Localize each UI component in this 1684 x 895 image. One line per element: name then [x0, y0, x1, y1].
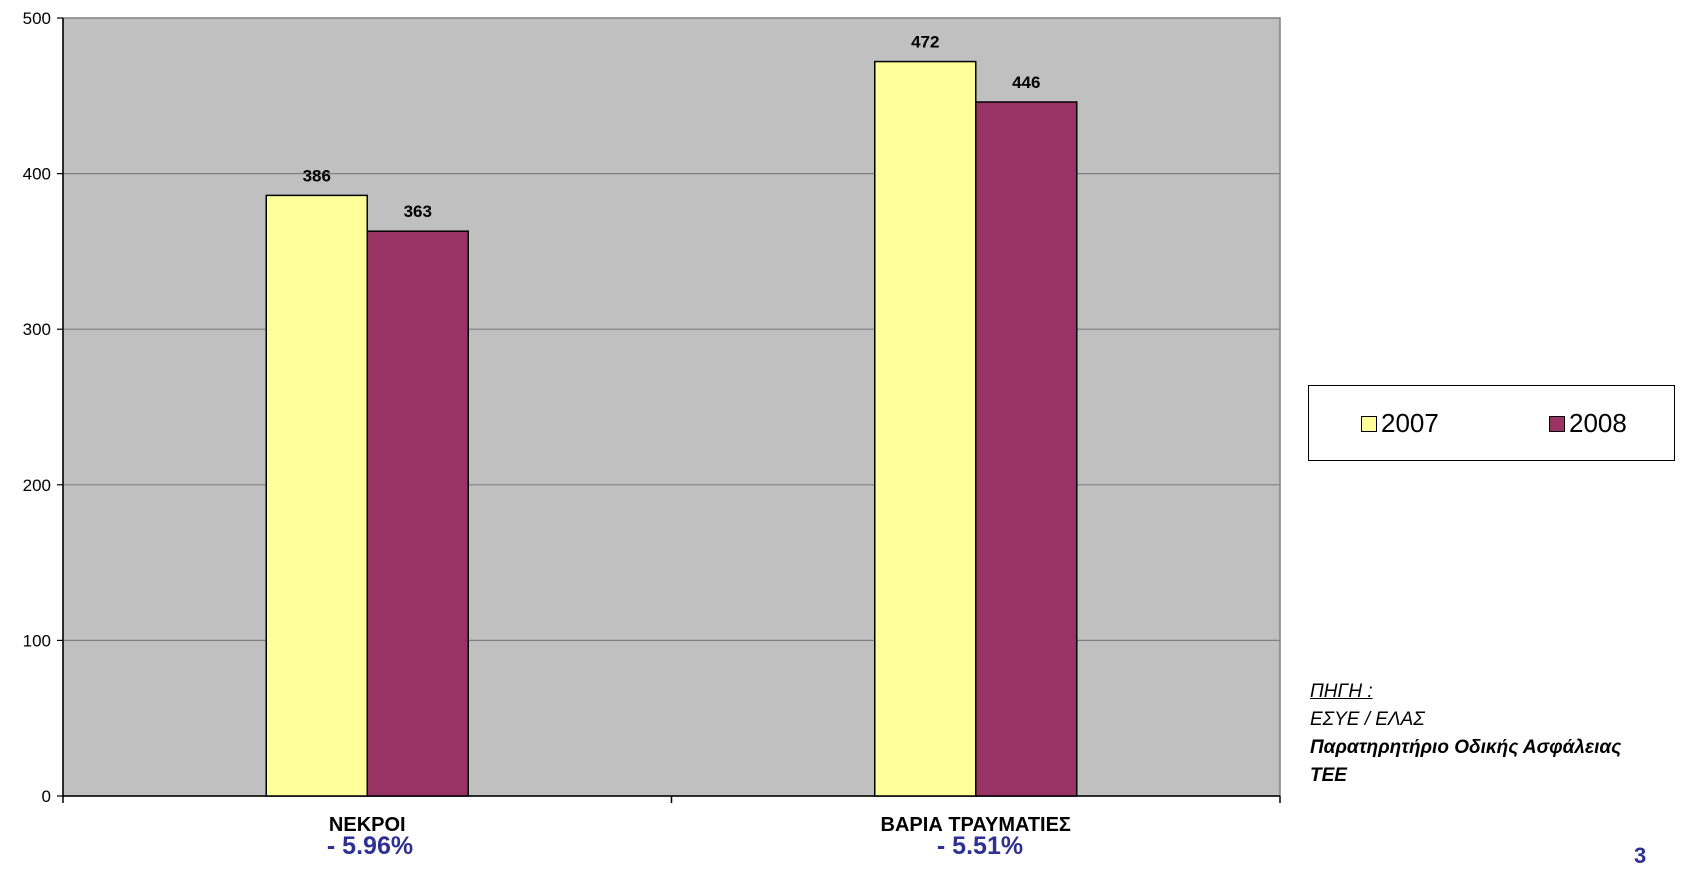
y-tick-label: 0: [42, 787, 51, 806]
data-label-2008-1: 363: [404, 202, 432, 221]
legend-item-2008: 2008: [1549, 408, 1627, 439]
data-label-2007-2: 472: [911, 33, 939, 52]
data-label-2008-2: 446: [1012, 73, 1040, 92]
x-category-label: ΒΑΡΙΑ ΤΡΑΥΜΑΤΙΕΣ: [881, 814, 1071, 836]
change-percent-serious-injuries: - 5.51%: [936, 832, 1024, 860]
chart-legend: 2007 2008: [1308, 385, 1675, 461]
bar-2007-1: [265, 194, 368, 797]
y-tick-label: 100: [23, 631, 51, 650]
y-tick-label: 500: [23, 9, 51, 28]
change-percent-deaths: - 5.96%: [326, 832, 414, 860]
source-note: ΠΗΓΗ : ΕΣΥΕ / ΕΛΑΣ Παρατηρητήριο Οδικής …: [1310, 678, 1621, 790]
legend-item-2007: 2007: [1361, 408, 1439, 439]
source-line-2: Παρατηρητήριο Οδικής Ασφάλειας: [1310, 737, 1622, 758]
y-tick-label: 300: [23, 320, 51, 339]
source-line-1: ΕΣΥΕ / ΕΛΑΣ: [1310, 709, 1425, 730]
legend-label-2007: 2007: [1381, 408, 1439, 438]
page-number: 3: [1634, 843, 1647, 868]
legend-label-2008: 2008: [1569, 408, 1627, 438]
data-label-2007-1: 386: [303, 166, 331, 185]
plot-area: [62, 17, 1281, 797]
source-title: ΠΗΓΗ :: [1310, 681, 1373, 702]
bar-2007-2: [874, 60, 977, 797]
x-category-label: ΝΕΚΡΟΙ: [329, 814, 406, 836]
bar-2008-1: [366, 230, 469, 797]
y-tick-label: 400: [23, 165, 51, 184]
y-tick-label: 200: [23, 476, 51, 495]
source-line-3: ΤΕΕ: [1310, 765, 1347, 786]
legend-swatch-2007: [1361, 415, 1377, 432]
legend-swatch-2008: [1549, 415, 1565, 432]
bar-2008-2: [975, 101, 1078, 797]
